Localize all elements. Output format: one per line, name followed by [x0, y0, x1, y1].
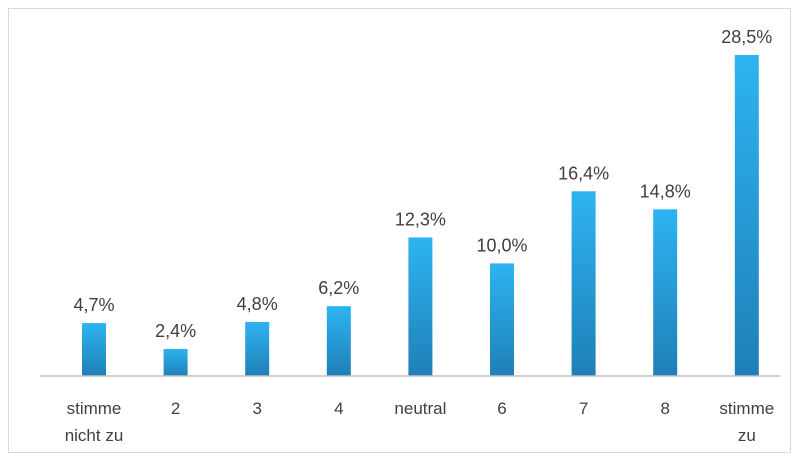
- bar-3: [245, 321, 270, 376]
- value-label-2: 2,4%: [155, 321, 196, 341]
- value-label-6: 10,0%: [476, 235, 527, 255]
- bar-7: [571, 191, 596, 376]
- bar-4: [326, 306, 351, 376]
- category-label-8: 8: [660, 399, 669, 418]
- category-label-4: 4: [334, 399, 343, 418]
- chart-frame: 4,7% stimme nicht zu 2,4% 2 4,8% 3 6,2% 4 12,3% ne…: [8, 8, 791, 453]
- category-label-7: 7: [579, 399, 588, 418]
- category-label-5: neutral: [394, 399, 446, 418]
- value-label-3: 4,8%: [237, 294, 278, 314]
- category-label-9-line-2: zu: [738, 426, 756, 445]
- labels-layer: 4,7% stimme nicht zu 2,4% 2 4,8% 3 6,2% 4 12,3% ne…: [65, 27, 774, 445]
- category-label-3: 3: [252, 399, 261, 418]
- bar-5: [408, 237, 433, 376]
- bar-2: [163, 348, 188, 376]
- category-label-1-line-1: stimme: [67, 399, 122, 418]
- bar-9: [734, 55, 759, 376]
- value-label-4: 6,2%: [318, 278, 359, 298]
- value-label-5: 12,3%: [395, 209, 446, 229]
- bar-8: [653, 209, 678, 376]
- value-label-1: 4,7%: [73, 295, 114, 315]
- bar-chart: 4,7% stimme nicht zu 2,4% 2 4,8% 3 6,2% 4 12,3% ne…: [40, 27, 780, 445]
- bar-6: [490, 263, 514, 376]
- category-label-1-line-2: nicht zu: [65, 426, 124, 445]
- value-label-7: 16,4%: [558, 163, 609, 183]
- bars-layer: [82, 55, 759, 376]
- bar-1: [82, 323, 106, 376]
- value-label-9: 28,5%: [721, 27, 772, 47]
- category-label-6: 6: [497, 399, 506, 418]
- category-label-2: 2: [171, 399, 180, 418]
- category-label-9-line-1: stimme: [719, 399, 774, 418]
- value-label-8: 14,8%: [640, 181, 691, 201]
